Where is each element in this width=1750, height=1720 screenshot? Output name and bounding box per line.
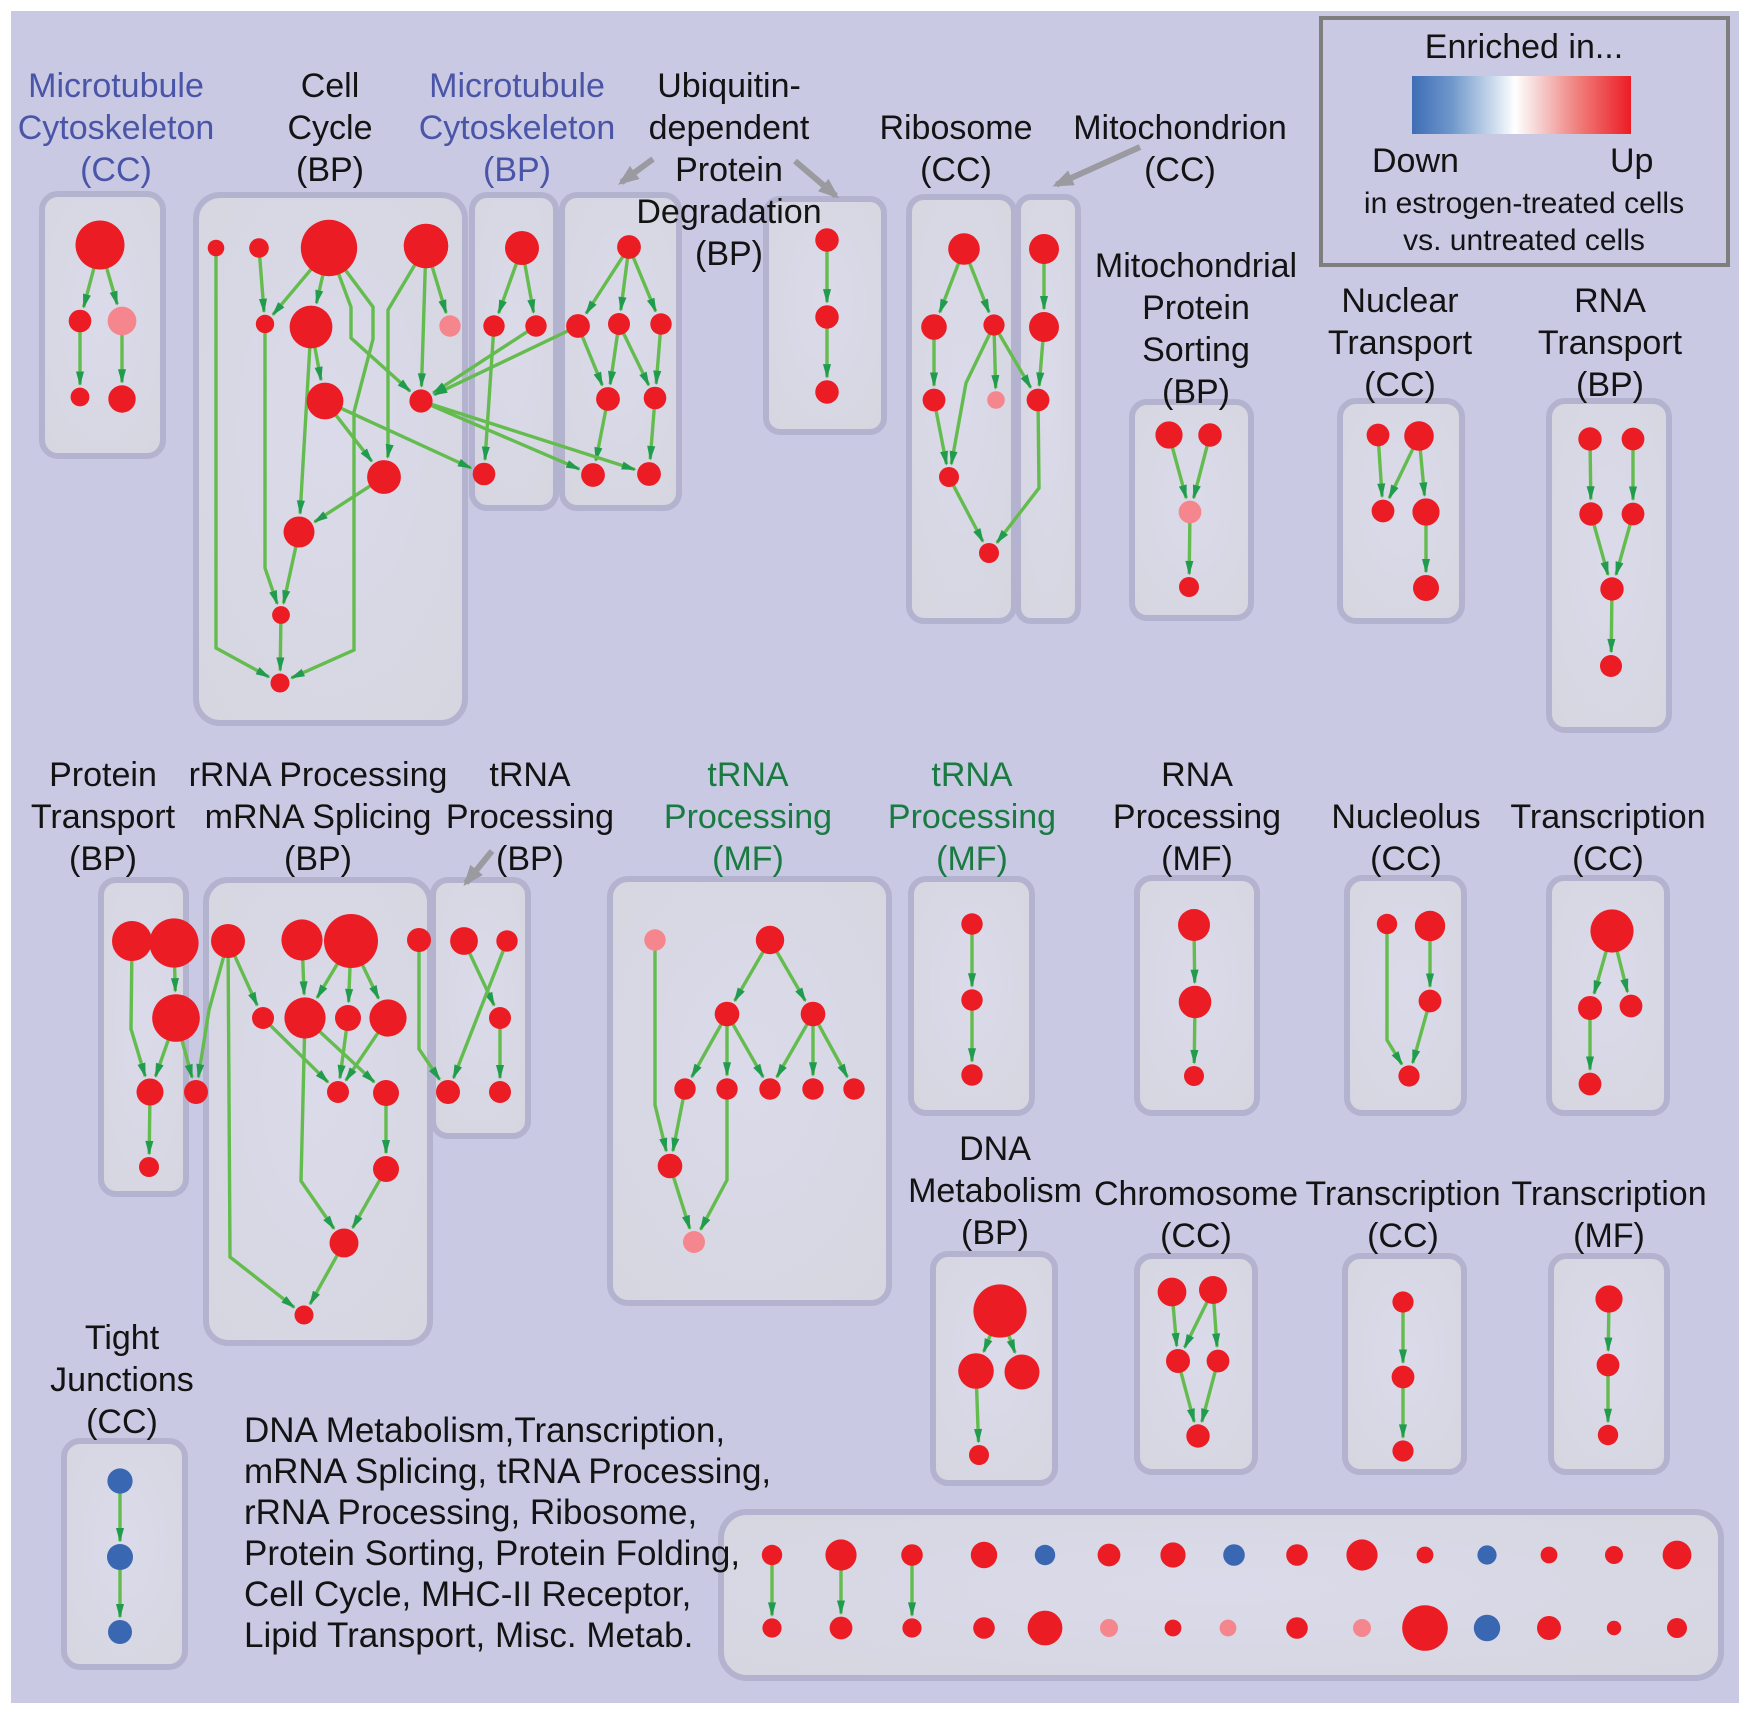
svg-text:Up: Up xyxy=(1610,142,1653,180)
svg-text:Nucleolus: Nucleolus xyxy=(1331,798,1480,836)
svg-text:rRNA Processing: rRNA Processing xyxy=(189,756,448,794)
svg-text:(BP): (BP) xyxy=(695,235,763,273)
svg-text:Processing: Processing xyxy=(664,798,832,836)
svg-text:(BP): (BP) xyxy=(1576,366,1644,404)
svg-text:Sorting: Sorting xyxy=(1142,331,1250,369)
svg-text:Junctions: Junctions xyxy=(50,1361,194,1399)
svg-text:Transcription: Transcription xyxy=(1305,1175,1500,1213)
svg-text:RNA: RNA xyxy=(1574,282,1646,320)
svg-text:(CC): (CC) xyxy=(1144,151,1216,189)
svg-text:(BP): (BP) xyxy=(961,1214,1029,1252)
svg-text:Protein: Protein xyxy=(1142,289,1250,327)
svg-text:Nuclear: Nuclear xyxy=(1341,282,1458,320)
svg-text:Cell Cycle, MHC-II Receptor,: Cell Cycle, MHC-II Receptor, xyxy=(244,1575,691,1614)
svg-text:rRNA Processing, Ribosome,: rRNA Processing, Ribosome, xyxy=(244,1493,697,1532)
svg-text:(BP): (BP) xyxy=(284,840,352,878)
svg-text:Transport: Transport xyxy=(1538,324,1683,362)
svg-text:mRNA Splicing, tRNA Processing: mRNA Splicing, tRNA Processing, xyxy=(244,1452,771,1491)
svg-text:Transport: Transport xyxy=(1328,324,1473,362)
svg-text:(BP): (BP) xyxy=(1162,373,1230,411)
svg-text:Transport: Transport xyxy=(31,798,176,836)
svg-text:(CC): (CC) xyxy=(86,1403,158,1441)
svg-text:(CC): (CC) xyxy=(1364,366,1436,404)
svg-text:dependent: dependent xyxy=(649,109,810,147)
svg-text:Down: Down xyxy=(1372,142,1459,180)
svg-text:Ribosome: Ribosome xyxy=(879,109,1032,147)
svg-text:Tight: Tight xyxy=(85,1319,160,1357)
svg-text:vs. untreated cells: vs. untreated cells xyxy=(1403,224,1645,257)
svg-text:Protein: Protein xyxy=(49,756,157,794)
svg-text:in estrogen-treated cells: in estrogen-treated cells xyxy=(1364,187,1684,220)
svg-text:Lipid Transport, Misc. Metab.: Lipid Transport, Misc. Metab. xyxy=(244,1616,693,1655)
svg-text:Ubiquitin-: Ubiquitin- xyxy=(657,67,801,105)
svg-text:DNA: DNA xyxy=(959,1130,1031,1168)
svg-text:Mitochondrion: Mitochondrion xyxy=(1073,109,1287,147)
svg-text:DNA Metabolism,Transcription,: DNA Metabolism,Transcription, xyxy=(244,1411,725,1450)
svg-text:(CC): (CC) xyxy=(1572,840,1644,878)
svg-text:(CC): (CC) xyxy=(1367,1217,1439,1255)
svg-text:Cytoskeleton: Cytoskeleton xyxy=(419,109,616,147)
svg-text:Cytoskeleton: Cytoskeleton xyxy=(18,109,215,147)
svg-text:(MF): (MF) xyxy=(1161,840,1233,878)
svg-text:Cycle: Cycle xyxy=(287,109,372,147)
svg-text:RNA: RNA xyxy=(1161,756,1233,794)
svg-text:tRNA: tRNA xyxy=(707,756,789,794)
svg-text:mRNA Splicing: mRNA Splicing xyxy=(205,798,432,836)
svg-text:(CC): (CC) xyxy=(1160,1217,1232,1255)
svg-text:Protein: Protein xyxy=(675,151,783,189)
svg-text:Protein Sorting, Protein Foldi: Protein Sorting, Protein Folding, xyxy=(244,1534,740,1573)
svg-text:Transcription: Transcription xyxy=(1511,1175,1706,1213)
svg-text:(CC): (CC) xyxy=(80,151,152,189)
svg-text:Transcription: Transcription xyxy=(1510,798,1705,836)
svg-text:tRNA: tRNA xyxy=(931,756,1013,794)
svg-text:Chromosome: Chromosome xyxy=(1094,1175,1298,1213)
svg-text:Cell: Cell xyxy=(301,67,360,105)
svg-text:Processing: Processing xyxy=(888,798,1056,836)
svg-text:(CC): (CC) xyxy=(1370,840,1442,878)
svg-text:(MF): (MF) xyxy=(936,840,1008,878)
svg-text:(CC): (CC) xyxy=(920,151,992,189)
svg-text:Metabolism: Metabolism xyxy=(908,1172,1082,1210)
svg-text:Degradation: Degradation xyxy=(636,193,821,231)
svg-text:Enriched in...: Enriched in... xyxy=(1425,28,1623,66)
svg-text:(BP): (BP) xyxy=(69,840,137,878)
svg-text:Mitochondrial: Mitochondrial xyxy=(1095,247,1297,285)
svg-text:Processing: Processing xyxy=(1113,798,1281,836)
svg-text:tRNA: tRNA xyxy=(489,756,571,794)
svg-text:(MF): (MF) xyxy=(1573,1217,1645,1255)
svg-text:(BP): (BP) xyxy=(496,840,564,878)
svg-text:(MF): (MF) xyxy=(712,840,784,878)
svg-text:(BP): (BP) xyxy=(296,151,364,189)
svg-text:Microtubule: Microtubule xyxy=(429,67,605,105)
svg-text:Microtubule: Microtubule xyxy=(28,67,204,105)
svg-text:(BP): (BP) xyxy=(483,151,551,189)
svg-text:Processing: Processing xyxy=(446,798,614,836)
